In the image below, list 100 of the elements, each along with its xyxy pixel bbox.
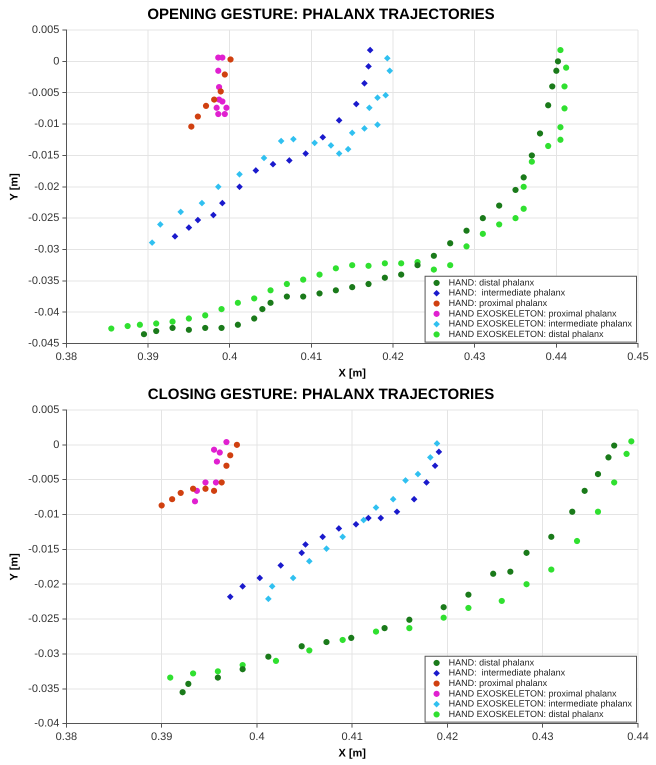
legend-label: HAND EXOSKELETON: proximal phalanx (448, 688, 617, 698)
point (374, 122, 381, 128)
point (157, 221, 164, 228)
point (316, 290, 323, 297)
point (548, 534, 554, 540)
point (108, 325, 114, 332)
legend-label: HAND: intermediate phalanx (448, 668, 566, 678)
point (432, 462, 438, 469)
point (223, 104, 230, 111)
point (440, 614, 447, 621)
point (512, 186, 519, 194)
point (498, 598, 505, 604)
point (192, 498, 198, 504)
y-tick-label: -0.035 (28, 274, 60, 287)
point (523, 550, 530, 556)
point (365, 63, 372, 70)
x-axis-title: X [m] (338, 747, 366, 760)
y-tick-label: -0.045 (28, 338, 60, 350)
legend-label: HAND EXOSKELETON: intermediate phalanx (448, 318, 632, 329)
legend-label: HAND: distal phalanx (448, 657, 535, 668)
point (465, 604, 472, 612)
x-tick-label: 0.43 (464, 351, 486, 364)
point (365, 262, 372, 269)
y-tick-label: -0.015 (28, 149, 60, 162)
point (520, 206, 527, 212)
point (536, 130, 544, 137)
point (218, 479, 225, 486)
point (365, 280, 372, 288)
point (124, 322, 131, 330)
legend-label: HAND EXOSKELETON: distal phalanx (448, 328, 604, 339)
point (240, 583, 246, 590)
point (306, 647, 312, 654)
point (278, 562, 284, 569)
point (569, 508, 576, 515)
point (430, 252, 437, 259)
point (167, 674, 174, 681)
point (218, 324, 225, 332)
point (269, 583, 276, 590)
point (374, 94, 381, 101)
point (219, 98, 226, 105)
x-tick-label: 0.38 (56, 731, 78, 744)
point (378, 514, 384, 522)
point (190, 486, 196, 492)
y-tick-label: -0.015 (28, 543, 60, 556)
y-tick-label: -0.035 (28, 682, 60, 695)
point (178, 490, 184, 496)
point (436, 448, 442, 455)
point (490, 570, 496, 577)
point (582, 488, 588, 494)
y-axis-title: Y [m] (8, 172, 21, 200)
y-tick-label: -0.02 (34, 578, 60, 590)
y-tick-label: -0.005 (28, 86, 60, 99)
point (290, 574, 296, 582)
point (480, 215, 486, 222)
point (302, 541, 309, 548)
point (332, 287, 339, 294)
point (349, 130, 356, 136)
point (406, 616, 412, 623)
point (158, 502, 165, 509)
point (528, 158, 535, 165)
point (140, 331, 148, 338)
y-tick-label: -0.025 (28, 212, 60, 224)
point (223, 438, 230, 446)
point (336, 117, 342, 124)
point (172, 233, 178, 240)
point (361, 125, 368, 132)
point (386, 68, 393, 74)
point (198, 200, 206, 206)
point (300, 276, 306, 283)
point (149, 240, 156, 246)
point (234, 442, 240, 448)
point (353, 100, 360, 108)
point (414, 262, 421, 268)
point (212, 479, 220, 486)
point (260, 154, 268, 162)
legend-label: HAND EXOSKELETON: proximal phalanx (448, 308, 617, 318)
point (372, 504, 380, 511)
point (349, 262, 356, 268)
point (259, 306, 266, 312)
y-tick-label: -0.04 (34, 718, 60, 730)
point (623, 450, 630, 458)
point (252, 167, 259, 174)
point (218, 306, 225, 312)
point (216, 449, 223, 456)
point (345, 146, 352, 152)
point (361, 80, 368, 86)
point (465, 592, 472, 598)
point (302, 150, 309, 157)
point (215, 184, 222, 190)
point (406, 625, 412, 632)
point (169, 496, 176, 502)
point (312, 140, 318, 146)
point (402, 477, 409, 484)
point (284, 293, 290, 300)
point (340, 636, 346, 644)
y-tick-label: 0.005 (32, 24, 60, 36)
point (320, 134, 326, 140)
point (549, 83, 556, 90)
point (352, 521, 360, 528)
point (251, 315, 258, 322)
